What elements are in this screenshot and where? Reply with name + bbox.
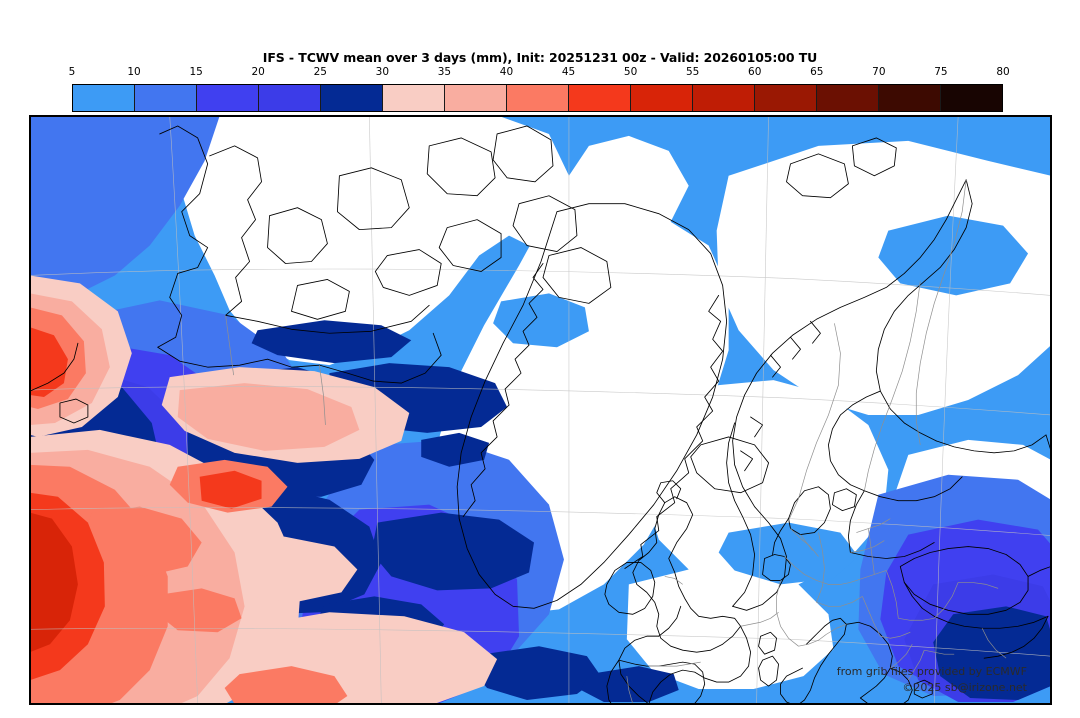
colorbar-swatch-50-55 (631, 85, 693, 111)
colorbar-tick-labels: 5 10 15 20 25 30 35 40 45 50 55 60 65 70 75 80 (68, 66, 1010, 82)
map-canvas[interactable] (30, 116, 1051, 704)
colorbar-tick-55: 55 (685, 66, 700, 78)
colorbar-tick-30: 30 (375, 66, 390, 78)
colorbar-tick-20: 20 (251, 66, 265, 78)
contour-band-under-5-scandinavia (716, 140, 1051, 415)
colorbar-tick-75: 75 (934, 66, 948, 78)
colorbar-tick-10: 10 (127, 66, 141, 78)
colorbar-swatch-60-65 (755, 85, 817, 111)
colorbar-tick-5: 5 (68, 66, 76, 78)
colorbar-swatch-10-15 (135, 85, 197, 111)
colorbar-swatch-55-60 (693, 85, 755, 111)
colorbar: 5 10 15 20 25 30 35 40 45 50 55 60 65 70 75 80 (68, 66, 1010, 112)
colorbar-swatch-45-50 (569, 85, 631, 111)
colorbar-swatch-25-30 (321, 85, 383, 111)
colorbar-tick-15: 15 (189, 66, 203, 78)
contour-band-under-5-iberia (626, 569, 834, 690)
colorbar-tick-45: 45 (561, 66, 576, 78)
map-frame[interactable]: from grib files provided by ECMWF ©2025 … (29, 115, 1052, 705)
contour-band-35-40-c (177, 383, 360, 451)
colorbar-swatch-30-35 (383, 85, 445, 111)
colorbar-tick-40: 40 (499, 66, 514, 78)
map-border (30, 116, 1051, 704)
colorbar-swatch-35-40 (445, 85, 507, 111)
colorbar-tick-65: 65 (810, 66, 824, 78)
colorbar-tick-25: 25 (313, 66, 327, 78)
contour-band-under-5-arctic (179, 116, 689, 366)
contour-band-50-55 (30, 512, 78, 653)
colorbar-swatch-65-70 (817, 85, 879, 111)
colorbar-swatch-20-25 (259, 85, 321, 111)
page-title: IFS - TCWV mean over 3 days (mm), Init: … (262, 50, 818, 65)
colorbar-tick-35: 35 (437, 66, 452, 78)
colorbar-swatch-15-20 (197, 85, 259, 111)
colorbar-swatches (72, 84, 1003, 112)
tcwv-contour-field (30, 116, 1051, 704)
colorbar-swatch-75-80 (941, 85, 1002, 111)
colorbar-swatch-40-45 (507, 85, 569, 111)
colorbar-tick-60: 60 (748, 66, 762, 78)
country-borders (225, 179, 1007, 704)
colorbar-tick-50: 50 (623, 66, 638, 78)
contour-band-30-35-d (217, 536, 358, 603)
colorbar-tick-80: 80 (996, 66, 1010, 78)
graticule (30, 116, 1051, 704)
coastlines (30, 125, 1051, 704)
colorbar-swatch-5-10 (73, 85, 135, 111)
colorbar-tick-70: 70 (872, 66, 886, 78)
colorbar-swatch-70-75 (879, 85, 941, 111)
contour-band-5-10-overlay (493, 215, 1029, 585)
